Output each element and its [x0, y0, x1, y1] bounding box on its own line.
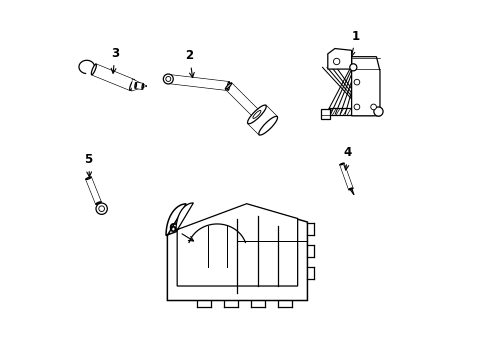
Bar: [328, 108, 372, 115]
Ellipse shape: [96, 202, 101, 204]
Polygon shape: [166, 204, 307, 301]
Ellipse shape: [135, 82, 136, 88]
Circle shape: [353, 104, 359, 110]
Text: 2: 2: [185, 49, 194, 77]
Circle shape: [96, 203, 107, 215]
Text: 6: 6: [168, 222, 193, 241]
Polygon shape: [131, 79, 146, 91]
Ellipse shape: [86, 177, 91, 180]
Circle shape: [349, 64, 356, 71]
Text: 3: 3: [111, 47, 119, 73]
Ellipse shape: [167, 75, 169, 83]
Polygon shape: [135, 82, 143, 89]
Text: 5: 5: [84, 153, 93, 177]
Ellipse shape: [253, 111, 260, 117]
Ellipse shape: [142, 84, 143, 89]
Circle shape: [353, 79, 359, 85]
Ellipse shape: [225, 83, 231, 89]
Circle shape: [165, 77, 170, 81]
Ellipse shape: [227, 82, 229, 90]
Circle shape: [370, 104, 376, 110]
Circle shape: [373, 107, 382, 116]
Text: 1: 1: [349, 30, 360, 57]
Polygon shape: [167, 75, 228, 90]
Bar: [321, 109, 329, 120]
Polygon shape: [225, 83, 260, 117]
Ellipse shape: [91, 64, 96, 75]
Polygon shape: [339, 163, 352, 190]
Ellipse shape: [129, 80, 134, 90]
Circle shape: [163, 74, 173, 84]
Ellipse shape: [247, 105, 266, 124]
Text: 4: 4: [343, 146, 351, 170]
Polygon shape: [92, 64, 134, 90]
Circle shape: [333, 58, 339, 65]
Polygon shape: [176, 203, 297, 286]
Ellipse shape: [258, 116, 277, 135]
Polygon shape: [351, 57, 379, 116]
Polygon shape: [86, 177, 101, 204]
Circle shape: [99, 206, 104, 212]
Ellipse shape: [339, 163, 343, 165]
Polygon shape: [327, 49, 351, 69]
Polygon shape: [247, 105, 277, 135]
Ellipse shape: [348, 188, 352, 190]
Ellipse shape: [252, 111, 261, 118]
